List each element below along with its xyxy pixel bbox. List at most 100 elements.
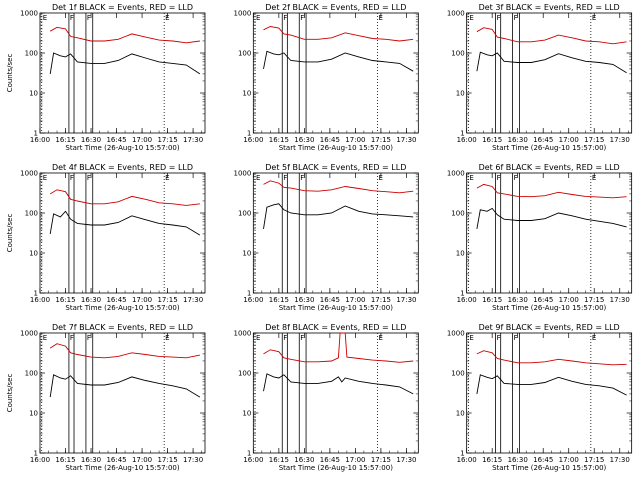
y-tick-label: 1000 bbox=[447, 330, 465, 338]
x-tick-label: 17:30 bbox=[396, 296, 416, 304]
series-line bbox=[263, 180, 414, 194]
chart-panel: Det 8f BLACK = Events, RED = LLD 1 10 100 10… bbox=[234, 323, 419, 472]
x-tick-label: 17:15 bbox=[371, 296, 391, 304]
x-tick-label: 16:30 bbox=[508, 136, 528, 144]
x-tick-label: 16:30 bbox=[81, 136, 101, 144]
x-tick-label: 17:00 bbox=[559, 136, 579, 144]
x-axis-label: Start Time (26-Aug-10 15:57:00) bbox=[65, 304, 179, 312]
event-marker-label: E bbox=[469, 334, 473, 342]
x-tick-label: 16:00 bbox=[30, 456, 50, 464]
y-tick-label: 10 bbox=[29, 410, 38, 418]
y-tick-label: 100 bbox=[238, 210, 251, 218]
series-line bbox=[49, 374, 201, 398]
x-tick-label: 17:00 bbox=[559, 456, 579, 464]
event-marker-label: F bbox=[300, 174, 304, 182]
x-tick-label: 17:15 bbox=[584, 136, 604, 144]
y-tick-label: 1 bbox=[34, 450, 38, 458]
event-marker-label: F bbox=[70, 174, 74, 182]
y-tick-label: 1 bbox=[247, 130, 251, 138]
y-tick-label: 1000 bbox=[20, 10, 38, 18]
y-tick-label: 1 bbox=[460, 290, 464, 298]
x-tick-label: 17:15 bbox=[371, 456, 391, 464]
event-marker-label: E bbox=[43, 174, 47, 182]
plot-frame bbox=[39, 12, 206, 134]
event-marker-label: E bbox=[379, 334, 383, 342]
event-marker-label: E bbox=[43, 14, 47, 22]
chart-panel: Det 7f BLACK = Events, RED = LLD 1 10 100 10… bbox=[6, 323, 206, 472]
y-tick-label: 1000 bbox=[447, 10, 465, 18]
y-tick-label: 10 bbox=[242, 250, 251, 258]
y-tick-label: 1 bbox=[34, 290, 38, 298]
x-tick-label: 17:15 bbox=[371, 136, 391, 144]
series-line bbox=[263, 26, 414, 42]
x-tick-label: 17:00 bbox=[132, 296, 152, 304]
y-tick-label: 1 bbox=[247, 450, 251, 458]
y-tick-label: 1000 bbox=[234, 330, 252, 338]
series-line bbox=[49, 210, 201, 236]
y-tick-label: 100 bbox=[25, 210, 38, 218]
event-marker-label: F bbox=[87, 334, 91, 342]
event-marker-label: F bbox=[283, 14, 287, 22]
y-tick-label: 100 bbox=[25, 50, 38, 58]
x-tick-label: 16:15 bbox=[269, 296, 289, 304]
y-tick-label: 1 bbox=[460, 130, 464, 138]
chart-title: Det 8f BLACK = Events, RED = LLD bbox=[265, 323, 406, 332]
event-marker-label: F bbox=[283, 174, 287, 182]
y-axis-label: Counts/sec bbox=[6, 374, 14, 413]
x-axis-label: Start Time (26-Aug-10 15:57:00) bbox=[279, 144, 393, 152]
x-tick-label: 16:00 bbox=[457, 296, 477, 304]
event-marker-label: E bbox=[592, 174, 596, 182]
plot-frame bbox=[39, 332, 206, 454]
x-tick-label: 16:30 bbox=[508, 296, 528, 304]
event-marker-label: F bbox=[300, 14, 304, 22]
x-tick-label: 16:15 bbox=[482, 136, 502, 144]
x-tick-label: 16:45 bbox=[533, 456, 553, 464]
chart-panel: Det 5f BLACK = Events, RED = LLD 1 10 100 10… bbox=[234, 163, 419, 312]
chart-panel: Det 2f BLACK = Events, RED = LLD 1 10 100 10… bbox=[234, 3, 419, 152]
chart-title: Det 7f BLACK = Events, RED = LLD bbox=[52, 323, 193, 332]
event-marker-label: E bbox=[256, 14, 260, 22]
x-tick-label: 16:45 bbox=[533, 136, 553, 144]
x-tick-label: 17:30 bbox=[610, 456, 630, 464]
chart-panel: Det 9f BLACK = Events, RED = LLD 1 10 100 10… bbox=[447, 323, 633, 472]
x-tick-label: 16:30 bbox=[508, 456, 528, 464]
series-line bbox=[476, 183, 627, 199]
y-tick-label: 10 bbox=[456, 90, 465, 98]
x-tick-label: 17:00 bbox=[345, 296, 365, 304]
x-tick-label: 16:00 bbox=[457, 456, 477, 464]
x-tick-label: 16:15 bbox=[55, 456, 75, 464]
x-tick-label: 16:30 bbox=[294, 136, 314, 144]
y-tick-label: 100 bbox=[25, 370, 38, 378]
series-line bbox=[49, 189, 200, 206]
plot-frame bbox=[466, 12, 633, 134]
event-marker-label: E bbox=[592, 14, 596, 22]
y-tick-label: 10 bbox=[242, 410, 251, 418]
x-tick-label: 17:30 bbox=[396, 456, 416, 464]
x-tick-label: 17:15 bbox=[584, 296, 604, 304]
event-marker-label: F bbox=[283, 334, 287, 342]
chart-title: Det 5f BLACK = Events, RED = LLD bbox=[265, 163, 406, 172]
x-axis-label: Start Time (26-Aug-10 15:57:00) bbox=[279, 304, 393, 312]
chart-title: Det 1f BLACK = Events, RED = LLD bbox=[52, 3, 193, 12]
series-line bbox=[263, 203, 414, 229]
x-tick-label: 17:15 bbox=[157, 456, 177, 464]
series-line bbox=[263, 332, 414, 363]
x-tick-label: 17:15 bbox=[157, 136, 177, 144]
x-axis-label: Start Time (26-Aug-10 15:57:00) bbox=[492, 304, 606, 312]
x-axis-label: Start Time (26-Aug-10 15:57:00) bbox=[492, 464, 606, 472]
y-tick-label: 100 bbox=[238, 370, 251, 378]
y-tick-label: 1000 bbox=[447, 170, 465, 178]
x-axis-label: Start Time (26-Aug-10 15:57:00) bbox=[65, 144, 179, 152]
chart-title: Det 2f BLACK = Events, RED = LLD bbox=[265, 3, 406, 12]
y-tick-label: 1 bbox=[247, 290, 251, 298]
series-line bbox=[263, 50, 414, 72]
series-line bbox=[49, 343, 200, 359]
x-tick-label: 17:30 bbox=[610, 136, 630, 144]
event-marker-label: E bbox=[43, 334, 47, 342]
x-tick-label: 17:30 bbox=[183, 136, 203, 144]
x-tick-label: 16:00 bbox=[243, 136, 263, 144]
x-tick-label: 17:30 bbox=[183, 296, 203, 304]
y-tick-label: 1000 bbox=[20, 170, 38, 178]
x-tick-label: 16:45 bbox=[320, 136, 340, 144]
event-marker-label: E bbox=[469, 14, 473, 22]
